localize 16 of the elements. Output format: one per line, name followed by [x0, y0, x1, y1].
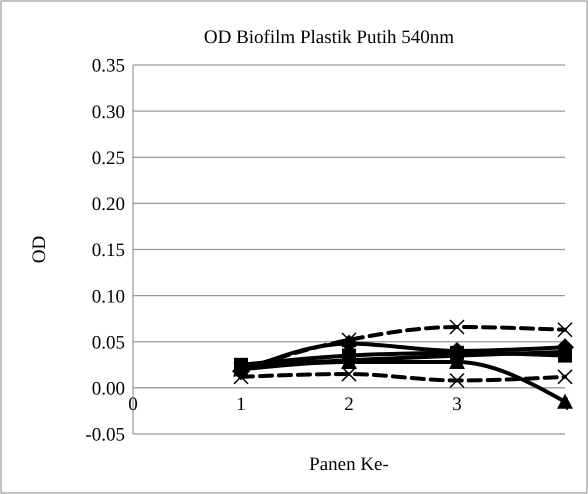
y-tick-label: -0.05: [85, 424, 125, 446]
y-tick-label: 0.10: [92, 286, 125, 308]
y-tick-label: 0.05: [92, 332, 125, 354]
y-tick-label: 0.35: [92, 56, 125, 77]
x-tick-label: 3: [452, 394, 462, 415]
y-tick-label: 0.20: [92, 194, 125, 216]
y-tick-label: 0.15: [92, 240, 125, 262]
y-tick-label: 0.25: [92, 148, 125, 169]
y-tick-label: 0.00: [92, 378, 125, 400]
x-tick-label: 0: [128, 394, 138, 415]
x-tick-label: 1: [236, 394, 246, 415]
x-tick-label: 2: [344, 394, 354, 415]
chart-title: OD Biofilm Plastik Putih 540nm: [204, 27, 454, 48]
x-axis-title: Panen Ke-: [309, 454, 389, 475]
y-axis-title: OD: [29, 236, 50, 264]
y-tick-label: 0.30: [92, 102, 125, 123]
